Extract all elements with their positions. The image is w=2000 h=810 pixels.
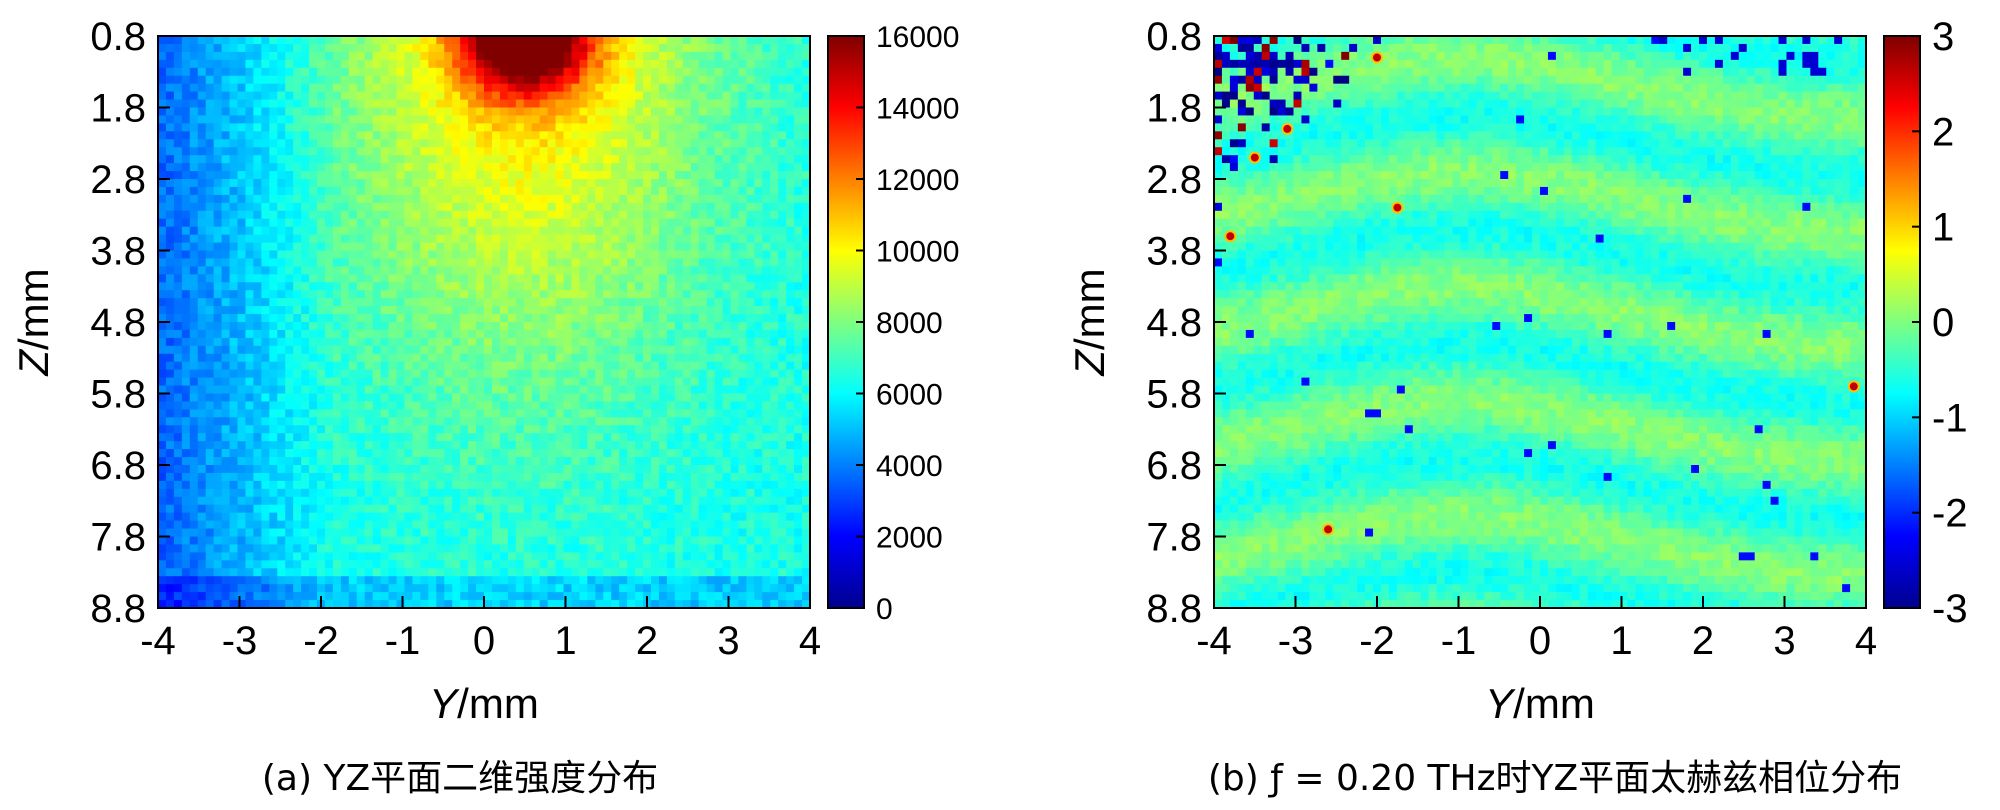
y-tick-label: 7.8 <box>1146 516 1202 560</box>
colorbar-tick-label: 12000 <box>876 164 959 197</box>
x-tick-label: 0 <box>473 619 495 663</box>
colorbar-tick-label: -3 <box>1932 587 1968 631</box>
y-tick-label: 4.8 <box>90 301 146 345</box>
colorbar-tick-label: 3 <box>1932 15 1954 59</box>
colorbar-tick-label: 8000 <box>876 307 943 340</box>
panel-b-colorbar-ticks: 3 2 1 0 -1 -2 -3 <box>1912 15 1968 631</box>
y-tick-label: 3.8 <box>90 230 146 274</box>
y-tick-label: 0.8 <box>1146 15 1202 59</box>
colorbar-tick-label: 1 <box>1932 206 1954 250</box>
x-tick-label: -3 <box>1278 619 1314 663</box>
panel-a-xlabel: Y/mm <box>429 680 539 727</box>
x-tick-label: 2 <box>1692 619 1714 663</box>
panel-b-ylabel: Z/mm <box>1066 268 1113 376</box>
y-tick-label: 7.8 <box>90 516 146 560</box>
y-tick-label: 2.8 <box>1146 158 1202 202</box>
y-tick-label: 4.8 <box>1146 301 1202 345</box>
colorbar-tick-label: 2000 <box>876 522 943 555</box>
panel-a-ylabel: Z/mm <box>10 268 57 376</box>
panel-a-caption: (a) YZ平面二维强度分布 <box>262 758 658 799</box>
colorbar-tick-label: 14000 <box>876 93 959 126</box>
x-tick-label: 3 <box>1773 619 1795 663</box>
x-tick-label: -4 <box>140 619 176 663</box>
x-tick-label: 1 <box>1610 619 1632 663</box>
panel-a: -4 -3 -2 -1 0 1 2 3 4 0.8 1.8 2.8 3.8 4.8 5.8 6.8 7.8 8.8… <box>10 15 959 799</box>
colorbar-tick-label: -2 <box>1932 492 1968 536</box>
panel-a-colorbar-ticks: 16000 14000 12000 10000 8000 6000 4000 2000 0 <box>856 21 959 626</box>
y-tick-label: 8.8 <box>1146 587 1202 631</box>
y-tick-label: 1.8 <box>90 87 146 131</box>
x-tick-label: 3 <box>717 619 739 663</box>
x-tick-label: 0 <box>1529 619 1551 663</box>
x-tick-label: 2 <box>636 619 658 663</box>
y-tick-label: 1.8 <box>1146 87 1202 131</box>
panel-a-ticks: -4 -3 -2 -1 0 1 2 3 4 0.8 1.8 2.8 3.8 4.8 5.8 6.8 7.8 8.8 <box>90 15 821 663</box>
y-tick-label: 6.8 <box>1146 444 1202 488</box>
panel-b: -4 -3 -2 -1 0 1 2 3 4 0.8 1.8 2.8 3.8 4.8 5.8 6.8 7.8 8.8… <box>1066 15 1968 799</box>
x-tick-label: -2 <box>303 619 339 663</box>
panel-b-xlabel: Y/mm <box>1485 680 1595 727</box>
x-tick-label: 4 <box>1855 619 1877 663</box>
y-tick-label: 5.8 <box>1146 373 1202 417</box>
colorbar-tick-label: 0 <box>1932 301 1954 345</box>
colorbar-tick-label: 6000 <box>876 379 943 412</box>
x-tick-label: 4 <box>799 619 821 663</box>
y-tick-label: 3.8 <box>1146 230 1202 274</box>
colorbar-tick-label: 16000 <box>876 21 959 54</box>
x-tick-label: -3 <box>222 619 258 663</box>
x-tick-label: -2 <box>1359 619 1395 663</box>
colorbar-tick-label: 0 <box>876 593 893 626</box>
x-tick-label: -4 <box>1196 619 1232 663</box>
y-tick-label: 0.8 <box>90 15 146 59</box>
x-tick-label: -1 <box>385 619 421 663</box>
panel-b-caption: (b) ƒ = 0.20 THz时YZ平面太赫兹相位分布 <box>1208 758 1902 799</box>
colorbar-tick-label: -1 <box>1932 396 1968 440</box>
x-tick-label: -1 <box>1441 619 1477 663</box>
colorbar-tick-label: 2 <box>1932 110 1954 154</box>
y-tick-label: 6.8 <box>90 444 146 488</box>
colorbar-tick-label: 4000 <box>876 450 943 483</box>
colorbar-tick-label: 10000 <box>876 236 959 269</box>
x-tick-label: 1 <box>554 619 576 663</box>
y-tick-label: 2.8 <box>90 158 146 202</box>
panel-a-heatmap <box>158 36 810 608</box>
y-tick-label: 8.8 <box>90 587 146 631</box>
panel-b-heatmap <box>1214 36 1866 608</box>
y-tick-label: 5.8 <box>90 373 146 417</box>
panel-b-ticks: -4 -3 -2 -1 0 1 2 3 4 0.8 1.8 2.8 3.8 4.8 5.8 6.8 7.8 8.8 <box>1146 15 1877 663</box>
